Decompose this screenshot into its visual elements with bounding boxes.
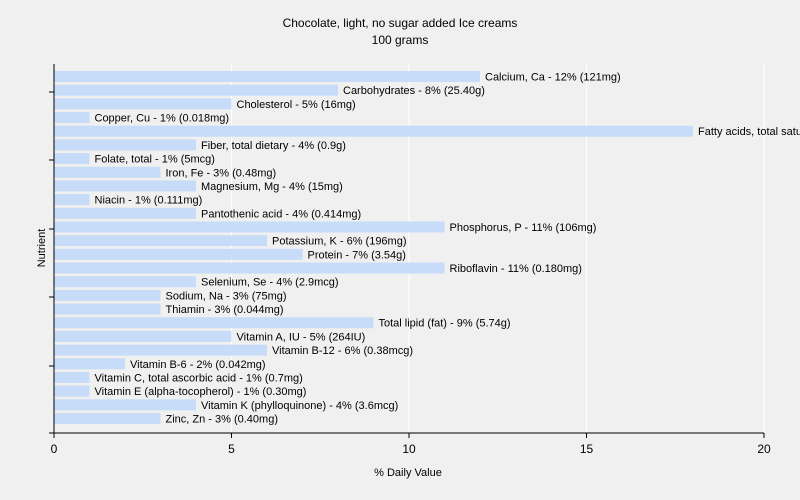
y-ticks: [49, 91, 54, 434]
bar-8: [54, 180, 196, 192]
bar-label-10: Pantothenic acid - 4% (0.414mg): [201, 208, 361, 220]
x-axis-label: % Daily Value: [374, 467, 442, 479]
bar-19: [54, 330, 232, 342]
bar-label-18: Total lipid (fat) - 9% (5.74g): [379, 318, 511, 330]
bar-label-3: Copper, Cu - 1% (0.018mg): [95, 113, 230, 125]
gridlines: [231, 64, 765, 433]
bar-label-25: Zinc, Zn - 3% (0.40mg): [166, 414, 278, 426]
chart-title: Chocolate, light, no sugar added Ice cre…: [283, 16, 518, 30]
bar-1: [54, 84, 338, 96]
bar-label-2: Cholesterol - 5% (16mg): [237, 99, 356, 111]
bar-label-20: Vitamin B-12 - 6% (0.38mcg): [272, 345, 413, 357]
bar-5: [54, 139, 196, 151]
bar-18: [54, 317, 374, 329]
y-axis-label: Nutrient: [36, 229, 48, 268]
bar-label-21: Vitamin B-6 - 2% (0.042mg): [130, 359, 266, 371]
bar-16: [54, 289, 161, 301]
bar-label-4: Fatty acids, total saturated - 18% (3.61…: [698, 126, 800, 138]
x-tick-label-1: 5: [228, 442, 235, 456]
bar-label-7: Iron, Fe - 3% (0.48mg): [166, 167, 277, 179]
bar-label-5: Fiber, total dietary - 4% (0.9g): [201, 140, 346, 152]
x-tick-label-3: 15: [580, 442, 594, 456]
bar-label-16: Sodium, Na - 3% (75mg): [166, 290, 287, 302]
bar-9: [54, 194, 90, 206]
bars: Calcium, Ca - 12% (121mg)Carbohydrates -…: [54, 71, 800, 426]
bar-24: [54, 399, 196, 411]
bar-13: [54, 248, 303, 260]
x-tick-label-2: 10: [402, 442, 416, 456]
bar-0: [54, 71, 480, 82]
bar-17: [54, 303, 161, 315]
bar-label-13: Protein - 7% (3.54g): [308, 249, 406, 261]
bar-2: [54, 98, 232, 110]
bar-15: [54, 276, 196, 288]
x-ticks: 0 5 10 15 20: [51, 433, 771, 456]
bar-label-15: Selenium, Se - 4% (2.9mcg): [201, 277, 339, 289]
bar-label-6: Folate, total - 1% (5mcg): [95, 154, 215, 166]
bar-label-1: Carbohydrates - 8% (25.40g): [343, 85, 485, 97]
bar-3: [54, 112, 90, 124]
bar-10: [54, 207, 196, 219]
bar-21: [54, 358, 125, 370]
bar-label-8: Magnesium, Mg - 4% (15mg): [201, 181, 343, 193]
bar-label-23: Vitamin E (alpha-tocopherol) - 1% (0.30m…: [95, 386, 307, 398]
bar-label-24: Vitamin K (phylloquinone) - 4% (3.6mcg): [201, 400, 398, 412]
chart-subtitle: 100 grams: [372, 33, 429, 47]
bar-6: [54, 153, 90, 165]
bar-label-19: Vitamin A, IU - 5% (264IU): [237, 331, 366, 343]
bar-20: [54, 344, 267, 356]
bar-label-14: Riboflavin - 11% (0.180mg): [450, 263, 582, 275]
x-tick-label-4: 20: [757, 442, 771, 456]
bar-4: [54, 125, 693, 137]
bar-label-22: Vitamin C, total ascorbic acid - 1% (0.7…: [95, 372, 303, 384]
bar-label-17: Thiamin - 3% (0.044mg): [166, 304, 284, 316]
bar-12: [54, 235, 267, 247]
bar-label-12: Potassium, K - 6% (196mg): [272, 236, 407, 248]
bar-label-11: Phosphorus, P - 11% (106mg): [450, 222, 597, 234]
bar-label-9: Niacin - 1% (0.111mg): [95, 195, 203, 207]
bar-14: [54, 262, 445, 274]
bar-25: [54, 413, 161, 424]
bar-11: [54, 221, 445, 233]
bar-23: [54, 385, 90, 397]
x-tick-label-0: 0: [51, 442, 58, 456]
bar-label-0: Calcium, Ca - 12% (121mg): [485, 72, 621, 84]
bar-7: [54, 166, 161, 178]
bar-22: [54, 371, 90, 383]
